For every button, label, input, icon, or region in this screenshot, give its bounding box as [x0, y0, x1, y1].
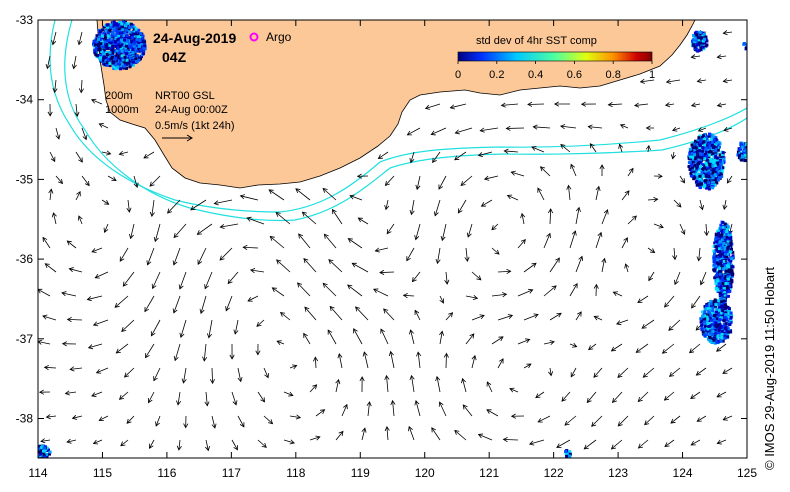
colorbar-tick-label: 0.6	[567, 69, 582, 81]
y-tick-label: -33	[16, 13, 34, 27]
isobath-200m	[49, 20, 747, 213]
current-vector-field	[38, 30, 733, 452]
y-tick-label: -38	[16, 412, 34, 426]
y-tick-label: -35	[16, 172, 34, 186]
scale-arrow-icon	[162, 134, 193, 142]
y-tick-label: -34	[16, 93, 34, 107]
x-tick-label: 124	[673, 466, 693, 480]
colorbar-tick-label: 0.2	[489, 69, 504, 81]
colorbar-tick-label: 0.8	[606, 69, 621, 81]
y-tick-label: -36	[16, 252, 34, 266]
y-axis-ticks: -33 -34 -35 -36 -37 -38	[16, 13, 747, 426]
x-tick-label: 120	[415, 466, 435, 480]
colorbar-tick-label: 0	[455, 69, 461, 81]
argo-marker-icon	[249, 32, 259, 42]
x-tick-label: 117	[222, 466, 241, 480]
x-axis-ticks: 114 115 116 117 118 119 120 121 122 123 124 125	[28, 20, 757, 480]
x-tick-label: 123	[608, 466, 628, 480]
x-tick-label: 114	[28, 466, 47, 480]
x-tick-label: 122	[544, 466, 564, 480]
colorbar-title: std dev of 4hr SST comp	[476, 35, 597, 47]
y-tick-label: -37	[16, 332, 34, 346]
colorbar	[457, 51, 653, 62]
imos-credit: © IMOS 29-Aug-2019 11:50 Hobart	[762, 266, 777, 470]
land-australia	[96, 20, 696, 189]
x-tick-label: 118	[286, 466, 305, 480]
isobath-1000m	[64, 20, 747, 222]
legend-valid-time: 24-Aug 00:00Z	[155, 104, 228, 116]
legend-depth-200m: 200m	[105, 90, 133, 102]
x-tick-label: 125	[737, 466, 757, 480]
x-tick-label: 119	[351, 466, 370, 480]
legend-depth-1000m: 1000m	[105, 104, 139, 116]
x-tick-label: 121	[479, 466, 499, 480]
colorbar-tick-label: 1	[649, 69, 655, 81]
map-date: 24-Aug-2019	[153, 30, 236, 46]
argo-label: Argo	[266, 30, 292, 44]
x-tick-label: 115	[93, 466, 112, 480]
x-tick-label: 116	[157, 466, 176, 480]
legend-scale: 0.5m/s (1kt 24h)	[155, 120, 234, 132]
plot-frame	[37, 19, 748, 459]
legend-product: NRT00 GSL	[155, 90, 215, 102]
colorbar-ticks: 0 0.2 0.4 0.6 0.8 1	[455, 61, 655, 81]
map-time: 04Z	[162, 49, 187, 65]
sst-stddev-pixels	[38, 20, 747, 458]
colorbar-tick-label: 0.4	[528, 69, 543, 81]
